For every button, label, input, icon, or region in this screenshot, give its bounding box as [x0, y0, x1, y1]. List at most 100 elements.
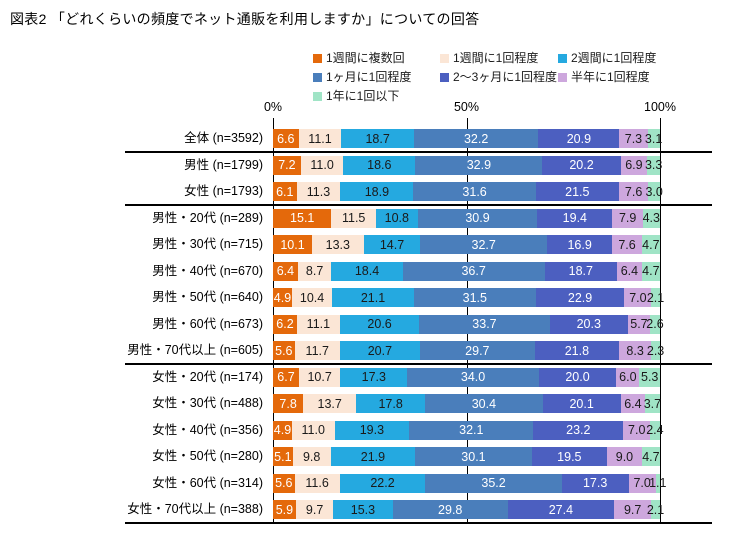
- segment-value: 18.7: [365, 131, 390, 146]
- legend: 1週間に複数回 1週間に1回程度 2週間に1回程度 1ヶ月に1回程度 2～3ヶ月に1回程…: [313, 52, 656, 103]
- legend-item: 1週間に複数回: [313, 52, 440, 65]
- row-label: 男性・70代以上 (n=605): [127, 343, 263, 357]
- bar-segment: 19.4: [537, 208, 613, 228]
- bar-segment: 18.4: [331, 261, 403, 281]
- segment-value: 21.8: [564, 343, 590, 358]
- chart-title: 図表2 「どれくらいの頻度でネット通販を利用しますか」についての回答: [10, 11, 480, 27]
- segment-value: 4.9: [273, 423, 292, 437]
- segment-value: 6.9: [625, 158, 643, 172]
- bar-segment: 20.2: [542, 155, 621, 175]
- bar-segment: 8.7: [297, 261, 332, 281]
- segment-value: 32.7: [471, 237, 496, 252]
- bar-segment: 19.5: [531, 447, 608, 466]
- segment-value: 6.1: [276, 184, 294, 199]
- bar-segment: 29.7: [419, 341, 535, 360]
- bar-segment: 5.3: [639, 367, 660, 387]
- bar-segment: 32.9: [415, 155, 543, 175]
- segment-value: 5.7: [630, 317, 648, 331]
- bar-segment: 5.1: [273, 447, 293, 466]
- segment-value: 13.7: [317, 396, 342, 411]
- segment-value: 10.4: [299, 290, 325, 305]
- bar-segment: 7.3: [619, 129, 648, 148]
- bar-segment: 20.3: [549, 314, 628, 334]
- row-label: 女性・20代 (n=174): [152, 369, 263, 384]
- bar-segment: 6.4: [617, 261, 642, 281]
- bar-segment: 10.4: [291, 288, 333, 307]
- bar-segment: 7.0: [624, 288, 652, 307]
- legend-swatch-icon: [313, 73, 322, 82]
- segment-value: 21.5: [565, 184, 590, 199]
- segment-value: 3.3: [644, 158, 663, 172]
- bar-segment: 10.1: [273, 235, 313, 254]
- bar-segment: 20.9: [538, 129, 620, 148]
- bar-segment: 4.7: [641, 261, 660, 281]
- segment-value: 32.1: [459, 423, 484, 437]
- legend-item-label: 1年に1回以下: [326, 89, 400, 103]
- segment-value: 20.7: [367, 343, 393, 358]
- bar-segment: 10.7: [298, 367, 341, 387]
- bar-segment: 19.3: [334, 420, 410, 440]
- bar-segment: 21.1: [332, 288, 414, 307]
- bar-segment: 32.7: [420, 235, 547, 254]
- stacked-bar: 15.1 11.5 10.8 30.9 19.4 7.9 4.3: [273, 208, 660, 228]
- bar-segment: 30.9: [417, 208, 538, 228]
- segment-value: 21.9: [360, 449, 386, 464]
- bar-segment: 2.4: [646, 420, 664, 440]
- segment-value: 2.3: [646, 343, 665, 358]
- segment-value: 6.7: [277, 370, 295, 384]
- bar-segment: 9.8: [292, 447, 331, 466]
- bar-segment: 20.6: [339, 314, 420, 334]
- segment-value: 6.0: [619, 370, 637, 384]
- stacked-bar: 6.1 11.3 18.9 31.6 21.5 7.6 3.0: [273, 182, 663, 201]
- bar-segment: 11.3: [296, 182, 341, 201]
- bar-segment: 31.6: [413, 182, 536, 201]
- bar-segment: 11.5: [331, 208, 376, 228]
- row-label: 男性・50代 (n=640): [152, 290, 263, 304]
- bar-segment: 21.9: [330, 447, 416, 466]
- legend-item: 1週間に1回程度: [440, 52, 558, 65]
- segment-value: 20.2: [569, 158, 594, 172]
- bar-segment: 9.7: [613, 500, 652, 519]
- row-label: 女性・50代 (n=280): [152, 449, 263, 463]
- segment-value: 23.2: [566, 423, 591, 437]
- segment-value: 2.1: [646, 290, 665, 305]
- segment-value: 9.0: [615, 449, 634, 464]
- segment-value: 5.3: [641, 370, 659, 384]
- segment-value: 30.9: [465, 211, 490, 225]
- segment-value: 17.8: [378, 396, 403, 411]
- legend-swatch-icon: [313, 54, 322, 63]
- bar-segment: 7.2: [273, 155, 301, 175]
- bar-segment: 18.9: [340, 182, 414, 201]
- segment-value: 36.7: [461, 264, 486, 278]
- segment-value: 16.9: [567, 237, 592, 252]
- legend-item: 2～3ヶ月に1回程度: [440, 71, 558, 84]
- segment-value: 7.2: [278, 158, 296, 172]
- segment-value: 15.3: [350, 502, 376, 517]
- segment-value: 5.9: [275, 502, 294, 517]
- legend-swatch-icon: [558, 54, 567, 63]
- segment-value: 33.7: [472, 317, 497, 331]
- segment-value: 6.6: [277, 131, 295, 146]
- segment-value: 22.9: [567, 290, 593, 305]
- segment-value: 10.1: [280, 237, 305, 252]
- bar-segment: 2.1: [647, 288, 664, 307]
- segment-value: 18.4: [354, 264, 380, 278]
- bar-segment: 4.9: [273, 420, 292, 440]
- segment-value: 7.3: [624, 131, 643, 146]
- bar-segment: 7.0: [623, 420, 651, 440]
- bar-segment: 11.1: [296, 314, 340, 334]
- row-label: 男性・20代 (n=289): [152, 210, 263, 225]
- segment-value: 32.2: [463, 131, 489, 146]
- bar-segment: 15.1: [273, 208, 332, 228]
- legend-swatch-icon: [558, 73, 567, 82]
- segment-value: 11.7: [305, 343, 329, 358]
- segment-value: 2.4: [646, 423, 664, 437]
- bar-segment: 18.6: [343, 155, 416, 175]
- group-separator-line: [125, 363, 712, 366]
- bar-segment: 2.6: [646, 314, 664, 334]
- bar-segment: 27.4: [507, 500, 614, 519]
- legend-swatch-icon: [440, 54, 449, 63]
- row-label: 女性・60代 (n=314): [152, 475, 263, 490]
- bar-segment: 3.7: [644, 394, 661, 413]
- bar-segment: 6.4: [620, 394, 646, 413]
